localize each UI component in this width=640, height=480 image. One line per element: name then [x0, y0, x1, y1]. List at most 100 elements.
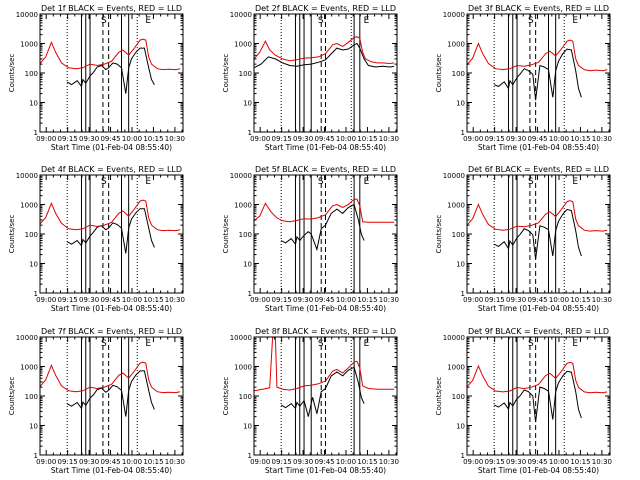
y-tick-label: 1 [34, 290, 38, 298]
flag-label: E [364, 16, 370, 26]
y-tick-label: 1 [461, 452, 465, 460]
x-tick-label: 10:00 [336, 135, 356, 143]
events-series-line [66, 370, 155, 417]
y-tick-label: 10000 [16, 334, 38, 342]
panel-title: Det 1f BLACK = Events, RED = LLD [41, 4, 182, 13]
y-tick-label: 10 [243, 261, 252, 269]
x-axis-label: Start Time (01-Feb-04 08:55:40) [265, 143, 386, 152]
events-series-line [254, 42, 395, 69]
x-tick-label: 10:15 [570, 296, 590, 304]
flag-label: E [145, 16, 151, 26]
events-series-line [280, 366, 365, 417]
x-axis-label: Start Time (01-Feb-04 08:55:40) [265, 466, 386, 475]
y-axis-label: Counts/sec [8, 54, 16, 93]
y-tick-label: 1000 [20, 41, 38, 49]
panel-det-9: Det 9f BLACK = Events, RED = LLD S E 1 10 100… [435, 327, 612, 475]
x-tick-label: 10:00 [122, 135, 142, 143]
x-tick-label: 09:15 [58, 458, 78, 466]
x-tick-label: 10:15 [143, 135, 163, 143]
y-tick-label: 10000 [443, 334, 465, 342]
x-tick-label: 09:45 [314, 296, 334, 304]
x-tick-label: 09:15 [485, 296, 505, 304]
x-axis-label: Start Time (01-Feb-04 08:55:40) [51, 304, 172, 313]
x-tick-label: 09:45 [100, 135, 120, 143]
lld-series-line [467, 200, 608, 232]
panel-title: Det 6f BLACK = Events, RED = LLD [468, 165, 609, 174]
y-tick-label: 1 [248, 290, 252, 298]
y-tick-label: 10000 [230, 172, 252, 180]
x-tick-label: 09:45 [314, 135, 334, 143]
y-tick-label: 100 [25, 231, 38, 239]
y-tick-label: 10000 [16, 11, 38, 19]
lld-series-line [40, 199, 181, 232]
y-axis-label: Counts/sec [8, 215, 16, 254]
lld-series-line [254, 36, 395, 65]
flag-label: E [572, 16, 578, 26]
x-tick-label: 10:30 [165, 296, 185, 304]
y-tick-label: 1000 [447, 41, 465, 49]
lld-series-line [467, 361, 608, 394]
x-tick-label: 09:00 [250, 135, 270, 143]
x-tick-label: 10:00 [336, 296, 356, 304]
x-tick-label: 09:45 [527, 458, 547, 466]
events-series-line [493, 370, 582, 423]
flag-label: S [528, 339, 534, 349]
x-tick-label: 10:15 [357, 135, 377, 143]
x-tick-label: 09:00 [463, 296, 483, 304]
flag-label: S [528, 177, 534, 187]
flag-label: E [145, 339, 151, 349]
y-tick-label: 1000 [234, 41, 252, 49]
x-tick-label: 09:15 [485, 135, 505, 143]
x-tick-label: 09:00 [463, 458, 483, 466]
x-tick-label: 09:30 [293, 458, 313, 466]
y-tick-label: 1000 [234, 202, 252, 210]
y-tick-label: 100 [452, 393, 465, 401]
x-tick-label: 10:00 [549, 135, 569, 143]
events-series-line [66, 47, 155, 94]
x-tick-label: 09:45 [314, 458, 334, 466]
x-tick-label: 10:30 [379, 458, 399, 466]
plot-area [40, 337, 181, 455]
flag-label: E [572, 177, 578, 187]
y-tick-label: 100 [25, 70, 38, 78]
y-tick-label: 10 [456, 100, 465, 108]
y-tick-label: 1000 [447, 202, 465, 210]
flag-label: E [145, 177, 151, 187]
plot-area [467, 175, 608, 293]
x-tick-label: 10:00 [122, 458, 142, 466]
flag-label: S [318, 177, 324, 187]
plot-area [467, 14, 608, 132]
plot-area [40, 175, 181, 293]
lld-series-line [40, 38, 181, 71]
x-tick-label: 09:30 [293, 135, 313, 143]
x-tick-label: 10:15 [357, 296, 377, 304]
panel-det-2: Det 2f BLACK = Events, RED = LLD S E 1 10 100… [222, 4, 399, 152]
x-tick-label: 10:30 [165, 135, 185, 143]
x-tick-label: 09:00 [463, 135, 483, 143]
plot-area [467, 337, 608, 455]
y-tick-label: 1 [34, 452, 38, 460]
panel-det-1: Det 1f BLACK = Events, RED = LLD S E 1 10 100… [8, 4, 185, 152]
y-axis-label: Counts/sec [435, 215, 443, 254]
flag-label: S [101, 16, 107, 26]
x-axis-label: Start Time (01-Feb-04 08:55:40) [265, 304, 386, 313]
flag-label: S [101, 339, 107, 349]
events-series-line [493, 208, 582, 260]
x-tick-label: 10:30 [379, 135, 399, 143]
x-tick-label: 09:15 [272, 296, 292, 304]
x-tick-label: 09:00 [36, 296, 56, 304]
x-tick-label: 10:15 [570, 458, 590, 466]
x-tick-label: 10:15 [570, 135, 590, 143]
panel-det-5: Det 5f BLACK = Events, RED = LLD S E 1 10 100… [222, 165, 399, 313]
x-axis-label: Start Time (01-Feb-04 08:55:40) [478, 143, 599, 152]
panel-title: Det 9f BLACK = Events, RED = LLD [468, 327, 609, 336]
y-tick-label: 100 [239, 70, 252, 78]
y-tick-label: 100 [239, 231, 252, 239]
y-tick-label: 1 [248, 129, 252, 137]
y-tick-label: 1 [461, 290, 465, 298]
y-tick-label: 10 [243, 100, 252, 108]
y-tick-label: 1 [248, 452, 252, 460]
events-series-line [280, 203, 365, 252]
x-axis-label: Start Time (01-Feb-04 08:55:40) [51, 466, 172, 475]
